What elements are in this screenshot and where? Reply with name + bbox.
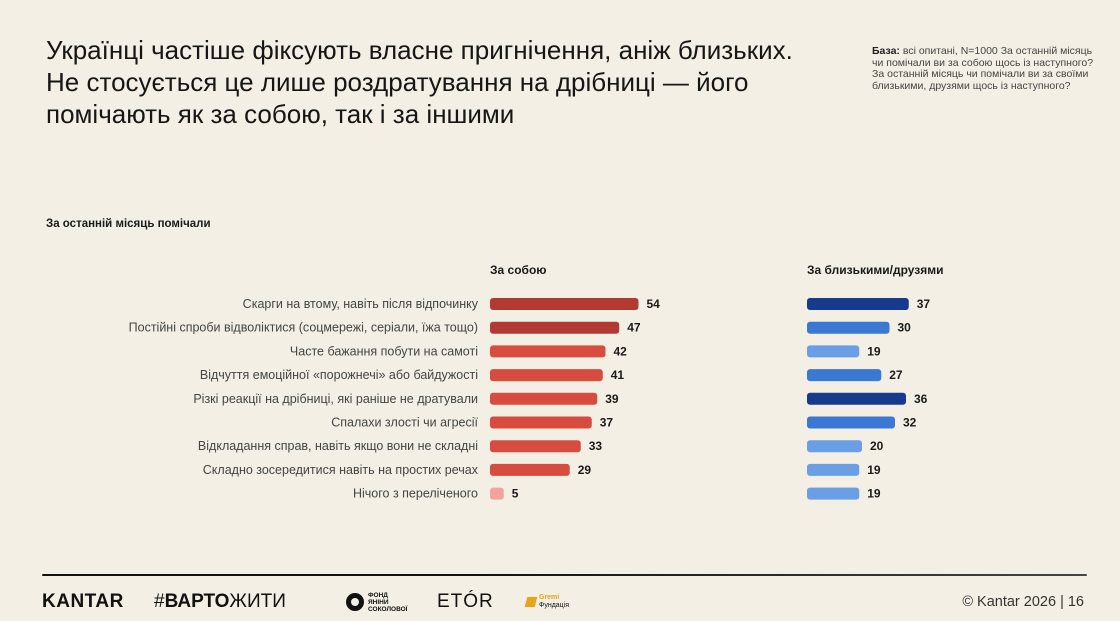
base-label: База: [872,45,900,57]
value-label-self: 37 [600,416,614,430]
value-label-others: 30 [898,321,912,335]
chart-subtitle: За останній місяць помічали [46,218,211,230]
value-label-others: 37 [917,297,931,311]
base-text: всі опитані, N=1000 За останній місяць ч… [872,45,1094,92]
bar-others [807,298,909,310]
value-label-others: 19 [867,344,881,358]
value-label-self: 42 [614,344,628,358]
series-header-self: За собою [490,263,547,277]
bar-self [490,321,620,334]
fond-mark-icon [346,593,364,611]
category-label: Часте бажання побути на самоті [290,344,478,358]
category-label: Відкладання справ, навіть якщо вони не с… [198,439,478,453]
bar-self [490,440,581,453]
copyright: © Kantar 2026 | 16 [962,594,1084,610]
value-label-self: 33 [589,439,603,453]
category-label: Постійні спроби відволіктися (соцмережі,… [129,321,478,335]
value-label-self: 39 [605,392,619,406]
varto-zhyty-logo: # ВАРТО ЖИТИ [154,591,286,612]
bar-self [490,487,504,500]
value-label-self: 5 [512,487,519,501]
category-label: Різкі реакції на дрібниці, які раніше не… [193,392,478,406]
bar-others [807,416,895,429]
category-label: Нічого з переліченого [353,487,478,501]
bar-self [490,392,598,405]
series-header-others: За близькими/друзями [807,263,944,277]
category-label: Відчуття емоційної «порожнечі» або байду… [200,368,478,382]
value-label-self: 41 [611,368,625,382]
value-label-self: 29 [578,463,592,477]
bar-others [807,487,860,500]
etor-logo: ETÓR [437,591,494,612]
page-title: Українці частіше фіксують власне пригніч… [46,35,793,129]
value-label-self: 47 [627,321,641,335]
value-label-others: 20 [870,439,884,453]
value-label-others: 19 [867,463,881,477]
gremi-foundation-logo: Gremi Фундація [524,590,569,614]
bar-others [807,392,906,405]
category-label: Скарги на втому, навіть після відпочинку [243,297,479,311]
value-label-self: 54 [647,297,661,311]
footer-divider [42,574,1087,576]
bar-self [490,369,603,382]
bar-others [807,369,882,382]
bar-self [490,463,570,476]
base-note: База: всі опитані, N=1000 За останній мі… [872,45,1104,92]
fond-yanina-sokolova-logo: ФОНД ЯНІНИ СОКОЛОВОЇ [346,590,407,614]
value-label-others: 32 [903,416,917,430]
category-label: Спалахи злості чи агресії [331,416,478,430]
value-label-others: 27 [889,368,903,382]
bar-others [807,440,862,453]
value-label-others: 36 [914,392,928,406]
value-label-others: 19 [867,487,881,501]
bar-others [807,321,890,334]
gremi-mark-icon [524,597,538,607]
bar-others [807,345,860,358]
bar-others [807,463,860,476]
bar-self [490,298,639,310]
bar-self [490,416,592,429]
category-label: Складно зосередитися навіть на простих р… [203,463,479,477]
kantar-logo: KANTAR [42,591,124,612]
bar-self [490,345,606,358]
